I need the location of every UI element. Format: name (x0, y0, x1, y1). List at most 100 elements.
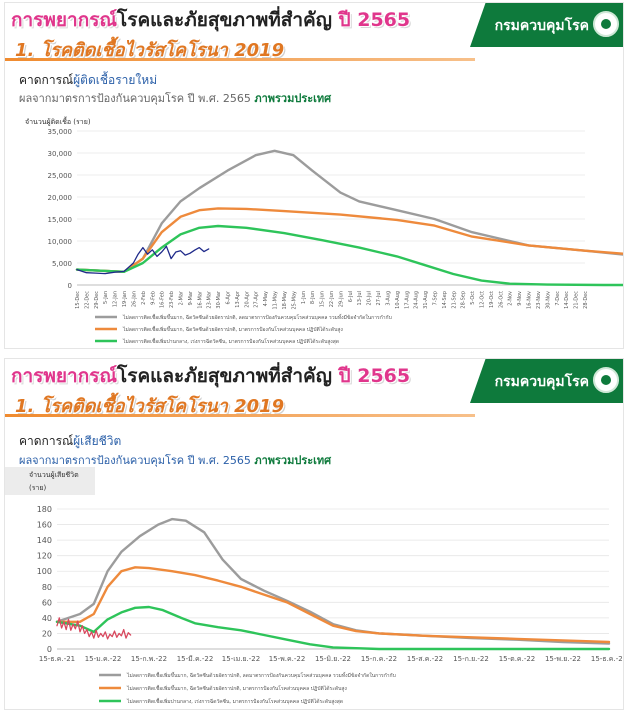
y-tick-label: 0 (68, 282, 72, 290)
chart-subtitle-region: ภาพรวมประเทศ (254, 454, 332, 467)
x-tick-label: 15-มิ.ย.-22 (315, 655, 351, 663)
x-tick-label: 15-Dec (75, 291, 81, 309)
y-tick-label: 40 (42, 614, 52, 623)
x-tick-label: 12-Jan (113, 291, 119, 307)
chart-title-prefix: คาดการณ์ (19, 73, 74, 87)
x-tick-label: 15-Jun (320, 291, 326, 307)
x-tick-label: 15-พ.ค.-22 (269, 655, 306, 663)
x-tick-label: 7-Sep (432, 291, 438, 305)
x-tick-label: 13-Apr (235, 290, 241, 308)
x-tick-label: 14-Dec (564, 291, 570, 309)
y-axis-label: จำนวนผู้ติดเชื้อ (ราย) (25, 118, 91, 126)
banner-title-year: ปี 2565 (338, 365, 411, 387)
banner-divider (5, 414, 475, 417)
x-tick-label: 23-Mar (207, 290, 213, 309)
x-tick-label: 4-May (263, 291, 269, 306)
legend-label: ไม่ลดการติดเชื้อเพิ่มปานกลาง, เร่งการฉีด… (126, 696, 343, 705)
header-banner: การพยากรณ์โรคและภัยสุขภาพที่สำคัญ ปี 256… (5, 359, 623, 419)
x-tick-label: 2-Nov (508, 291, 514, 306)
banner-subtitle: 1. โรคติดเชื้อไวรัสโคโรนา 2019 (15, 396, 285, 417)
x-tick-label: 21-Sep (451, 291, 457, 309)
forecast-panel-cases: การพยากรณ์โรคและภัยสุขภาพที่สำคัญ ปี 256… (4, 2, 624, 349)
x-tick-label: 27-Apr (254, 290, 260, 308)
legend-label: ไม่ลดการติดเชื้อเพิ่มขึ้นมาก, ฉีดวัคซีนด… (126, 683, 347, 692)
cases-chart: 0 5,000 10,000 15,000 20,000 25,000 30,000 35,0… (48, 128, 623, 345)
x-tick-label: 6-Apr (226, 290, 232, 304)
x-tick-label: 22-Dec (84, 291, 90, 309)
y-axis-label-box (5, 467, 95, 495)
y-tick-label: 15,000 (48, 216, 73, 224)
x-tick-label: 15-ธ.ค.-22 (591, 655, 624, 663)
y-tick-label: 60 (42, 598, 52, 607)
y-tick-label: 120 (37, 552, 52, 561)
x-tick-label: 2-Mar (178, 290, 184, 305)
x-tick-label: 24-Aug (414, 291, 420, 309)
forecast-series-line-2 (55, 566, 611, 644)
x-tick-label: 15-ธ.ค.-21 (39, 655, 75, 663)
y-tick-label: 180 (37, 505, 52, 514)
forecast-series-line-1 (75, 149, 623, 273)
x-tick-label: 15-ก.พ.-22 (131, 655, 167, 663)
chart-title-prefix: คาดการณ์ (19, 434, 74, 448)
x-tick-label: 2-Feb (141, 291, 147, 305)
y-tick-label: 25,000 (48, 172, 73, 180)
x-tick-label: 15-ส.ค.-22 (407, 655, 443, 663)
x-tick-label: 10-Aug (395, 291, 401, 309)
x-tick-label: 28-Dec (583, 291, 589, 309)
y-axis-label: จำนวนผู้เสียชีวิต (29, 471, 79, 479)
x-tick-label: 15-ต.ค.-22 (499, 655, 536, 663)
ministry-logo-icon (593, 11, 619, 37)
x-tick-label: 9-Feb (150, 291, 156, 305)
y-axis-unit: (ราย) (29, 484, 47, 492)
legend-label: ไม่ลดการติดเชื้อเพิ่มปานกลาง, เร่งการฉีด… (122, 336, 339, 345)
x-tick-label: 23-Nov (536, 291, 542, 309)
x-tick-label: 16-Mar (197, 290, 203, 309)
chart-title: คาดการณ์ผู้ติดเชื้อรายใหม่ (19, 71, 157, 90)
y-tick-label: 160 (37, 521, 52, 530)
x-tick-label: 16-Nov (527, 291, 533, 309)
x-tick-label: 23-Feb (169, 291, 175, 308)
x-tick-label: 15-พ.ย.-22 (545, 655, 581, 663)
x-tick-label: 1-Jun (301, 291, 307, 304)
x-tick-label: 18-May (282, 291, 288, 310)
banner-divider (5, 58, 475, 61)
banner-subtitle: 1. โรคติดเชื้อไวรัสโคโรนา 2019 (15, 40, 285, 61)
x-tick-label: 8-Jun (310, 291, 316, 304)
x-tick-label: 30-Mar (216, 290, 222, 309)
x-tick-label: 26-Jan (131, 291, 137, 307)
observed-series-line (76, 245, 210, 275)
y-tick-label: 10,000 (48, 238, 73, 246)
chart-subtitle: ผลจากมาตรการป้องกันควบคุมโรค ปี พ.ศ. 256… (19, 89, 331, 107)
banner-title-main: โรคและภัยสุขภาพที่สำคัญ (117, 365, 332, 387)
x-tick-label: 13-Jul (357, 291, 363, 305)
x-tick-label: 3-Aug (385, 291, 391, 306)
legend-label: ไม่ลดการติดเชื้อเพิ่มขึ้นมาก, ฉีดวัคซีนด… (122, 324, 343, 333)
observed-series-line (56, 617, 132, 640)
chart-title-highlight: ผู้ติดเชื้อรายใหม่ (73, 73, 158, 87)
x-tick-label: 22-Jun (329, 291, 335, 307)
forecast-series-line-3 (75, 224, 623, 287)
x-tick-label: 16-Feb (160, 291, 166, 308)
x-tick-label: 11-May (273, 291, 279, 310)
banner-title-year: ปี 2565 (338, 9, 411, 31)
y-tick-label: 20 (42, 629, 52, 638)
deaths-chart: 0 20 40 60 80 100 120 140 160 180 15-ธ.ค.-21 15-ม.ค… (37, 505, 624, 705)
y-tick-label: 80 (42, 583, 52, 592)
ministry-name: กรมควบคุมโรค (494, 374, 589, 390)
header-banner: การพยากรณ์โรคและภัยสุขภาพที่สำคัญ ปี 256… (5, 3, 623, 63)
forecast-panel-deaths: การพยากรณ์โรคและภัยสุขภาพที่สำคัญ ปี 256… (4, 358, 624, 710)
x-tick-label: 21-Dec (574, 291, 580, 309)
x-tick-label: 9-Nov (517, 291, 523, 306)
x-tick-label: 20-Apr (244, 290, 250, 308)
banner-title: การพยากรณ์โรคและภัยสุขภาพที่สำคัญ ปี 256… (11, 5, 410, 35)
x-tick-label: 14-Sep (442, 291, 448, 309)
chart-subtitle: ผลจากมาตรการป้องกันควบคุมโรค ปี พ.ศ. 256… (19, 451, 331, 469)
banner-title-main: โรคและภัยสุขภาพที่สำคัญ (117, 9, 332, 31)
x-tick-label: 5-Oct (470, 291, 476, 305)
chart-title-highlight: ผู้เสียชีวิต (73, 434, 122, 448)
y-tick-label: 35,000 (48, 128, 73, 136)
y-tick-label: 5,000 (52, 260, 72, 268)
x-tick-label: 15-เม.ย.-22 (222, 655, 260, 663)
x-tick-label: 15-ก.ย.-22 (453, 655, 489, 663)
y-tick-label: 0 (47, 645, 52, 654)
